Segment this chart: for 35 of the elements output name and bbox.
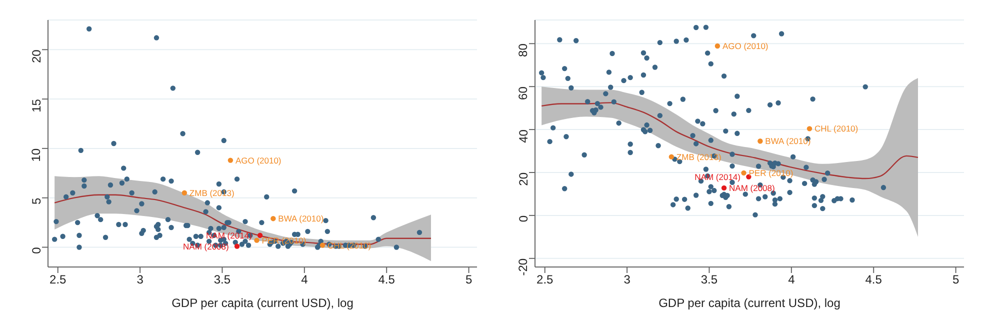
x-tick-label: 5	[952, 272, 960, 287]
x-tick-label: 4	[301, 272, 308, 287]
x-tick-label: 3.5	[700, 272, 718, 287]
annotation: ZMB (2013)	[676, 152, 722, 162]
x-tick-label: 3	[136, 272, 144, 287]
x-tick-label: 3	[624, 272, 631, 287]
x-tick-label: 2.5	[536, 272, 554, 287]
x-axis-title: GDP per capita (current USD), log	[658, 296, 840, 310]
x-tick-label: 3.5	[214, 272, 231, 287]
annotation: NAM (2008)	[729, 182, 776, 193]
annotation: NAM (2008)	[183, 241, 230, 252]
annotation: ZMB (2013)	[189, 188, 234, 198]
y-tick-label: -20	[516, 258, 530, 276]
x-tick-label: 4.5	[378, 272, 396, 287]
annotation: CHL (2010)	[814, 124, 858, 134]
annotation: BWA (2010)	[278, 214, 324, 224]
x-axis-title: GDP per capita (current USD), log	[172, 296, 354, 310]
x-tick-label: 5	[465, 272, 472, 287]
y-tick-label: 15	[29, 98, 44, 112]
x-tick-label: 4	[788, 272, 796, 287]
y-tick-label: 20	[29, 49, 44, 63]
y-tick-label: 5	[29, 198, 44, 205]
annotation: AGO (2010)	[722, 40, 768, 51]
y-tick-label: 0	[29, 246, 44, 254]
y-tick-label: 60	[516, 86, 530, 100]
y-tick-label: 40	[516, 129, 530, 143]
x-tick-label: 4.5	[865, 272, 882, 287]
x-tick-label: 2.5	[50, 272, 67, 287]
annotation: BWA (2010)	[765, 136, 811, 146]
y-tick-label: 0	[516, 215, 530, 222]
y-tick-label: 20	[516, 172, 530, 186]
y-tick-label: 10	[29, 148, 44, 162]
y-tick-label: 80	[516, 43, 530, 57]
annotation: AGO (2010)	[235, 155, 282, 166]
annotation: PER (2010)	[748, 168, 794, 178]
